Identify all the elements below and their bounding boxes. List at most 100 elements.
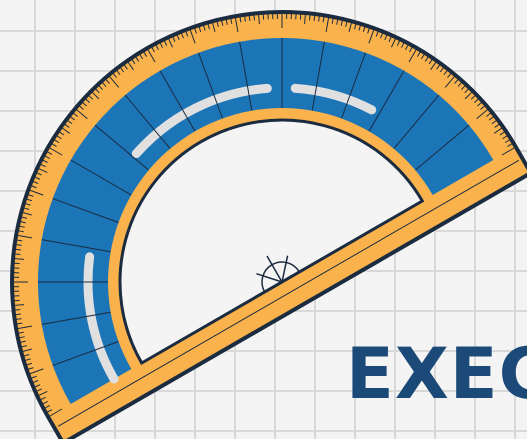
scale-tick [180, 31, 184, 39]
scale-tick [134, 55, 140, 62]
scale-tick [304, 12, 307, 25]
scale-tick [396, 39, 401, 46]
scale-tick [13, 308, 21, 311]
scale-tick [142, 50, 147, 57]
division-line [41, 311, 111, 325]
division-line [368, 70, 405, 132]
scale-tick [13, 248, 22, 251]
scale-tick [290, 12, 292, 20]
division-line [124, 94, 171, 150]
scale-tick [444, 74, 456, 88]
scale-tick [19, 345, 27, 348]
scale-tick [100, 81, 107, 87]
scale-tick [94, 87, 100, 94]
scale-tick [447, 71, 453, 78]
scale-tick [26, 193, 34, 197]
scale-tick [167, 37, 173, 48]
scale-tick [504, 138, 512, 144]
scale-tick [322, 15, 325, 23]
scale-tick [138, 52, 144, 60]
scale-tick [35, 388, 42, 393]
scale-tick [480, 104, 487, 110]
scale-tick [35, 171, 42, 176]
scale-tick [257, 12, 260, 25]
scale-tick [17, 336, 25, 339]
division-line [341, 52, 366, 119]
scale-tick [13, 253, 21, 256]
scale-tick [211, 21, 216, 32]
division-line [239, 41, 253, 111]
scale-tick [16, 234, 32, 239]
division-line [281, 38, 283, 109]
scale-tick [345, 19, 348, 27]
scale-tick [39, 163, 46, 168]
scale-tick [146, 47, 156, 63]
scale-tick [470, 94, 477, 100]
scale-tick [84, 97, 90, 104]
scale-tick [18, 220, 26, 224]
scale-tick [443, 68, 449, 76]
scale-tick [248, 13, 251, 22]
scale-tick [41, 400, 48, 406]
scale-tick [428, 57, 434, 65]
scale-tick [171, 35, 176, 42]
scale-tick [12, 281, 29, 283]
scale-tick [354, 22, 357, 30]
scale-tick [97, 84, 104, 90]
scale-tick [388, 35, 393, 42]
scale-tick [68, 115, 76, 121]
scale-tick [488, 115, 496, 121]
scale-tick [308, 13, 311, 21]
scale-tick [507, 142, 514, 147]
scale-tick [22, 354, 30, 357]
scale-tick [13, 313, 22, 316]
scale-tick [12, 257, 25, 260]
scale-tick [486, 111, 493, 117]
scale-tick [198, 25, 202, 33]
scale-tick [14, 318, 22, 321]
scale-tick [348, 21, 353, 32]
division-line [38, 281, 109, 283]
scale-tick [491, 119, 498, 125]
scale-tick [14, 243, 22, 246]
scale-tick [239, 15, 242, 23]
scale-tick [150, 45, 155, 53]
division-line [414, 124, 470, 171]
scale-tick [163, 39, 168, 46]
scale-tick [272, 12, 274, 20]
scale-tick [23, 358, 31, 362]
scale-tick [122, 63, 128, 70]
scale-tick [31, 380, 39, 384]
scale-tick [430, 60, 438, 71]
scale-tick [220, 18, 224, 26]
scale-tick [313, 13, 316, 22]
scale-tick [408, 47, 418, 63]
scale-tick [318, 14, 321, 22]
scale-tick [26, 367, 34, 371]
scale-tick [299, 12, 302, 20]
scale-tick [15, 239, 23, 242]
scale-tick [47, 146, 63, 156]
scale-tick [358, 23, 362, 31]
protractor-band [38, 38, 494, 404]
scale-tick [325, 16, 330, 32]
scale-tick [207, 22, 210, 30]
scale-tick [331, 16, 335, 24]
scale-tick [66, 119, 73, 125]
scale-tick [12, 286, 20, 288]
scale-tick [108, 74, 120, 88]
scale-tick [25, 198, 33, 202]
scale-tick [457, 81, 464, 87]
scale-tick [12, 304, 25, 307]
scale-tick [391, 37, 397, 48]
scale-tick [477, 100, 483, 107]
division-line [94, 124, 150, 171]
scale-tick [400, 41, 406, 48]
scale-tick [229, 16, 233, 24]
scale-tick [28, 368, 44, 375]
protractor-baseline [57, 159, 520, 427]
scale-tick [12, 272, 20, 274]
scale-tick [262, 12, 265, 20]
scale-tick [111, 71, 117, 78]
